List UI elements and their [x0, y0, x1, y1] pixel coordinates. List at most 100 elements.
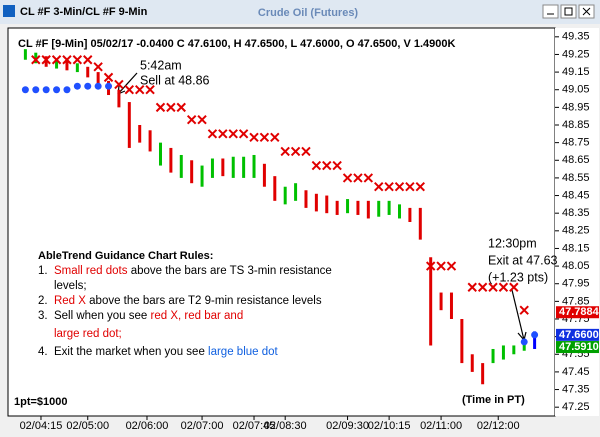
y-tick-label: 48.55: [562, 172, 590, 184]
resistance-x: [259, 132, 270, 143]
rule-text: 1.: [38, 265, 54, 277]
resistance-x: [363, 173, 374, 183]
resistance-x: [166, 102, 176, 113]
resistance-x: [311, 160, 322, 171]
resistance-x: [197, 115, 207, 125]
y-tick-label: 49.35: [562, 31, 590, 43]
title-bar: [0, 0, 600, 24]
blue-dot: [73, 82, 81, 90]
blue-dot: [105, 82, 113, 90]
window-buttons[interactable]: [542, 4, 595, 19]
x-tick-label: 02/05:00: [66, 420, 109, 432]
blue-dot: [42, 86, 50, 94]
resistance-x: [176, 102, 186, 113]
rule-text: above the bars are TS 3-min resistance: [128, 265, 332, 277]
y-tick-label: 47.25: [562, 401, 590, 413]
resistance-x: [124, 85, 135, 95]
arrow: [511, 289, 525, 341]
y-tick-label: 48.95: [562, 101, 590, 113]
y-tick-label: 48.35: [562, 207, 590, 219]
annotation: Exit at 47.63: [488, 253, 558, 267]
price-flag-label: 47.5910: [559, 341, 599, 353]
y-tick-label: 48.05: [562, 260, 590, 272]
resistance-x: [238, 129, 249, 139]
y-tick-label: 48.15: [562, 242, 590, 254]
resistance-x: [425, 261, 436, 271]
blue-dot: [53, 86, 61, 94]
rule-line: levels;: [38, 280, 87, 292]
resistance-x: [477, 282, 488, 292]
resistance-x: [467, 282, 477, 292]
y-tick-label: 48.65: [562, 154, 590, 166]
resistance-x: [134, 85, 145, 95]
window-icon: [3, 5, 15, 17]
rule-text: levels;: [38, 280, 87, 292]
x-tick-label: 02/07:00: [181, 420, 224, 432]
resistance-x: [145, 85, 155, 95]
x-tick-label: 02/06:00: [126, 420, 169, 432]
price-flag: [556, 328, 599, 341]
price-flag-label: 47.7884: [559, 306, 600, 318]
resistance-x: [332, 160, 342, 171]
x-tick-label: 02/07:45: [233, 420, 276, 432]
y-tick-label: 48.25: [562, 225, 590, 237]
rules-title: AbleTrend Guidance Chart Rules:: [38, 250, 213, 262]
rule-line: 4. Exit the market when you see large bl…: [38, 346, 279, 358]
resistance-x: [62, 55, 72, 65]
resistance-x: [384, 182, 394, 192]
blue-dot: [21, 86, 29, 94]
rule-text: 3. Sell when you see: [38, 310, 151, 322]
plot-area: [7, 27, 556, 417]
resistance-x: [498, 282, 509, 292]
resistance-x: [394, 182, 405, 192]
rule-line: 1. Small red dots above the bars are TS …: [38, 265, 332, 277]
rule-text: large red dot;: [54, 328, 122, 340]
x-tick-label: 02/11:00: [420, 420, 462, 432]
blue-dot: [63, 86, 71, 94]
resistance-x: [353, 173, 363, 183]
time-zone: (Time in PT): [462, 394, 525, 406]
resistance-x: [186, 115, 197, 125]
x-tick-label: 02/12:00: [477, 420, 520, 432]
arrow: [117, 72, 138, 95]
x-tick-label: 02/10:15: [368, 420, 411, 432]
resistance-x: [270, 132, 280, 143]
resistance-x: [301, 146, 311, 157]
blue-dot: [531, 331, 539, 339]
blue-dot: [94, 82, 102, 90]
maximize-button[interactable]: [560, 4, 577, 19]
annotation: Sell at 48.86: [140, 73, 210, 87]
rule-line: 3. Sell when you see red X, red bar and: [38, 310, 243, 322]
blue-dot: [520, 338, 528, 346]
y-tick-label: 49.05: [562, 84, 590, 96]
rule-line: 2. Red X above the bars are T2 9-min res…: [38, 295, 322, 307]
annotation: 5:42am: [140, 58, 182, 72]
y-tick-label: 47.35: [562, 383, 590, 395]
resistance-x: [83, 55, 93, 65]
rule-text: Red X: [54, 295, 86, 307]
resistance-x: [114, 79, 124, 90]
resistance-x: [342, 173, 353, 183]
y-tick-label: 49.25: [562, 48, 590, 60]
resistance-x: [519, 305, 529, 315]
window-title: CL #F 3-Min/CL #F 9-Min: [20, 6, 148, 18]
resistance-x: [290, 146, 301, 157]
resistance-x: [280, 146, 290, 157]
price-flag: [556, 341, 599, 354]
chart-title: Crude Oil (Futures): [258, 7, 359, 19]
y-tick-label: 48.75: [562, 137, 590, 149]
resistance-x: [103, 72, 114, 83]
minimize-button[interactable]: [542, 4, 559, 19]
y-tick-label: 48.45: [562, 189, 590, 201]
rule-text: 2.: [38, 295, 54, 307]
chart-header: CL #F [9-Min] 05/02/17 -0.0400 C 47.6100…: [18, 38, 455, 50]
resistance-x: [249, 132, 259, 143]
close-icon: [582, 7, 591, 16]
resistance-x: [218, 129, 228, 139]
resistance-x: [322, 160, 332, 171]
rule-text: above the bars are T2 9-min resistance l…: [86, 295, 322, 307]
rule-text: [38, 328, 54, 340]
y-tick-label: 47.85: [562, 295, 590, 307]
resistance-x: [155, 102, 166, 113]
